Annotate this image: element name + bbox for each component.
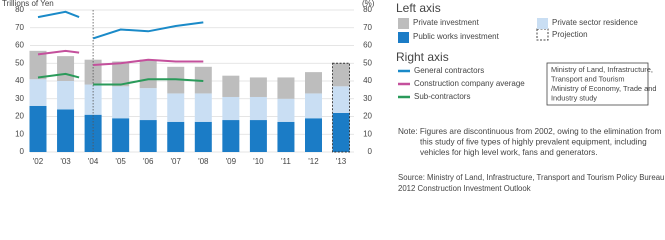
legend-label: Sub-contractors bbox=[414, 92, 470, 101]
y-tick-label: 30 bbox=[15, 94, 24, 103]
bar bbox=[305, 93, 322, 119]
x-tick-label: '13 bbox=[336, 157, 347, 166]
y2-tick-label: 20 bbox=[363, 112, 372, 121]
y-tick-label: 10 bbox=[15, 129, 24, 138]
y2-tick-label: 10 bbox=[363, 129, 372, 138]
y-tick-label: 20 bbox=[15, 112, 24, 121]
legend-swatch bbox=[398, 18, 409, 29]
bar bbox=[249, 77, 267, 97]
bar bbox=[139, 88, 157, 121]
legend-swatch bbox=[537, 18, 548, 29]
legend-label: General contractors bbox=[414, 66, 484, 75]
legend-swatch bbox=[398, 32, 409, 43]
bar bbox=[194, 93, 212, 122]
note: this study of five types of highly preva… bbox=[420, 138, 647, 147]
y2-tick-label: 40 bbox=[363, 76, 372, 85]
legend-label: Projection bbox=[552, 30, 588, 39]
bar bbox=[194, 121, 212, 152]
y2-tick-label: 50 bbox=[363, 58, 372, 67]
y2-tick-label: 60 bbox=[363, 41, 372, 50]
x-tick-label: '07 bbox=[171, 157, 182, 166]
bar bbox=[277, 77, 295, 99]
y2-tick-label: 70 bbox=[363, 23, 372, 32]
bar bbox=[332, 63, 350, 87]
x-tick-label: '10 bbox=[253, 157, 264, 166]
bar bbox=[332, 86, 350, 113]
line bbox=[37, 10, 204, 40]
y-axis-label: Trillions of Yen bbox=[2, 0, 54, 8]
bar bbox=[249, 96, 267, 121]
source-box-text: Industry study bbox=[551, 93, 597, 102]
bar bbox=[112, 61, 130, 87]
bar bbox=[332, 112, 350, 152]
bar bbox=[29, 105, 47, 152]
x-tick-label: '03 bbox=[60, 157, 71, 166]
projection-outline bbox=[332, 62, 350, 153]
y-tick-label: 70 bbox=[15, 23, 24, 32]
source-box-text: Transport and Tourism bbox=[551, 74, 625, 83]
y-tick-label: 80 bbox=[15, 5, 24, 14]
line bbox=[37, 49, 204, 67]
note: vehicles for high level work, fans and g… bbox=[420, 148, 598, 157]
bar bbox=[222, 75, 240, 97]
bar bbox=[277, 121, 295, 152]
bar bbox=[57, 109, 75, 152]
bar bbox=[29, 50, 47, 80]
source-box-text: Ministry of Land, Infrastructure, bbox=[551, 65, 653, 74]
bar bbox=[249, 120, 267, 152]
line bbox=[37, 72, 204, 86]
x-tick-label: '12 bbox=[308, 157, 319, 166]
legend-label: Private investment bbox=[413, 18, 480, 27]
bar bbox=[57, 81, 75, 110]
bar bbox=[112, 118, 130, 152]
x-tick-label: '06 bbox=[143, 157, 154, 166]
bar bbox=[167, 93, 185, 122]
y-tick-label: 0 bbox=[20, 147, 25, 156]
y-tick-label: 60 bbox=[15, 41, 24, 50]
y-tick-label: 50 bbox=[15, 58, 24, 67]
bar bbox=[222, 96, 240, 121]
legend-heading: Left axis bbox=[396, 1, 441, 15]
x-tick-label: '05 bbox=[115, 157, 126, 166]
x-tick-label: '02 bbox=[33, 157, 44, 166]
legend-swatch bbox=[536, 28, 549, 41]
bar bbox=[167, 121, 185, 152]
chart: Trillions of Yen (%) Left axis Right axi… bbox=[2, 0, 665, 193]
bar bbox=[84, 59, 102, 85]
x-tick-label: '09 bbox=[226, 157, 237, 166]
x-tick-label: '04 bbox=[88, 157, 99, 166]
x-tick-label: '08 bbox=[198, 157, 209, 166]
y-tick-label: 40 bbox=[15, 76, 24, 85]
bar bbox=[139, 59, 157, 89]
bar bbox=[57, 56, 75, 81]
bar bbox=[277, 98, 295, 122]
source: 2012 Construction Investment Outlook bbox=[398, 184, 531, 193]
source: Source: Ministry of Land, Infrastructure… bbox=[398, 173, 665, 182]
note: Note: Figures are discontinuous from 200… bbox=[398, 127, 662, 136]
bar bbox=[29, 79, 47, 106]
source-box-text: /Ministry of Economy, Trade and bbox=[551, 84, 656, 93]
bar bbox=[112, 86, 130, 119]
bar bbox=[305, 72, 322, 94]
y2-tick-label: 30 bbox=[363, 94, 372, 103]
legend-label: Private sector residence bbox=[552, 18, 638, 27]
y2-tick-label: 80 bbox=[363, 5, 372, 14]
bar bbox=[222, 120, 240, 152]
legend-label: Construction company average bbox=[414, 79, 525, 88]
y2-tick-label: 0 bbox=[368, 147, 373, 156]
bar bbox=[139, 120, 157, 152]
legend-heading: Right axis bbox=[396, 50, 449, 64]
legend-label: Public works investment bbox=[413, 32, 500, 41]
source-box bbox=[546, 62, 649, 106]
bar bbox=[84, 84, 102, 115]
x-tick-label: '11 bbox=[281, 157, 291, 166]
bar bbox=[305, 118, 322, 152]
y2-axis-label: (%) bbox=[362, 0, 375, 8]
